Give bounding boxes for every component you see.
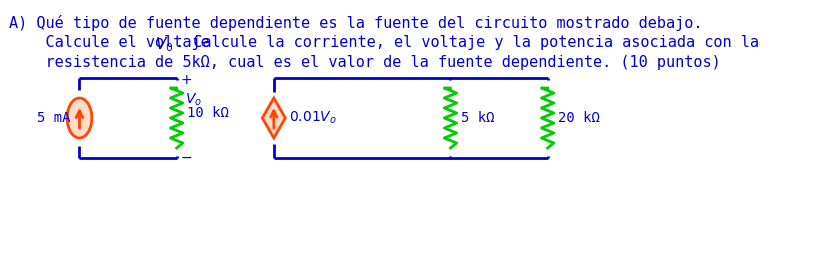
Text: 20 kΩ: 20 kΩ [558,111,600,125]
Text: $0.01V_o$: $0.01V_o$ [289,110,337,126]
Text: +: + [180,73,192,87]
Text: 5 kΩ: 5 kΩ [461,111,495,125]
Text: −: − [180,151,192,165]
Text: resistencia de 5kΩ, cual es el valor de la fuente dependiente. (10 puntos): resistencia de 5kΩ, cual es el valor de … [9,55,720,70]
Polygon shape [262,98,285,138]
Text: 5 mA: 5 mA [37,111,70,125]
Text: $V_o$: $V_o$ [185,92,203,108]
Text: $V_0$: $V_0$ [155,35,173,54]
Text: . Calcule la corriente, el voltaje y la potencia asociada con la: . Calcule la corriente, el voltaje y la … [174,35,759,50]
Text: Calcule el voltaje: Calcule el voltaje [9,35,218,50]
Text: A) Qué tipo de fuente dependiente es la fuente del circuito mostrado debajo.: A) Qué tipo de fuente dependiente es la … [9,15,702,31]
Text: 10 kΩ: 10 kΩ [187,106,229,120]
Ellipse shape [67,98,92,138]
